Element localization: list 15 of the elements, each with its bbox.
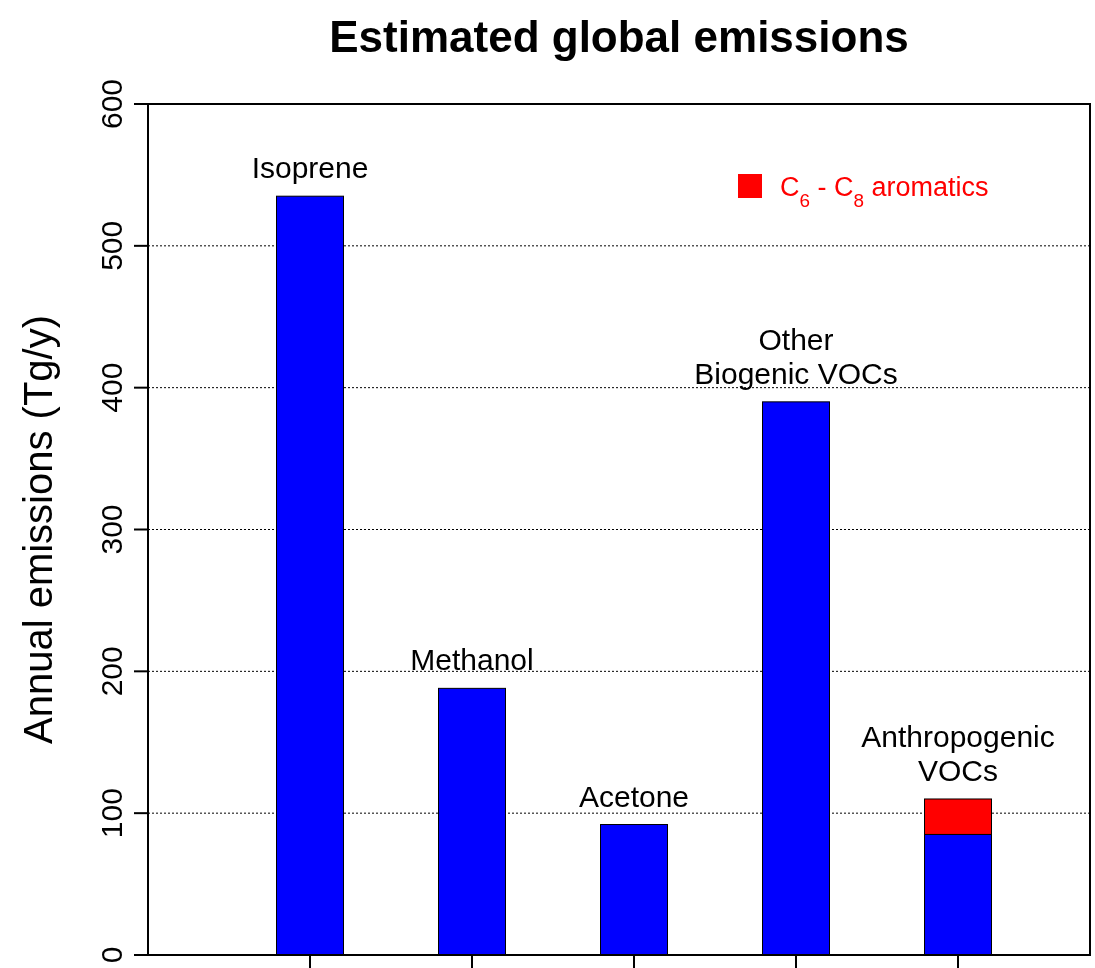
y-axis-title: Annual emissions (Tg/y) <box>16 314 60 745</box>
y-tick-label: 0 <box>95 946 128 964</box>
y-tick-label: 400 <box>95 362 128 413</box>
x-tick-label: Acetone <box>578 779 690 813</box>
x-tick-label: Methanol <box>410 643 534 677</box>
y-tick-label: 200 <box>95 646 128 697</box>
y-tick-label: 300 <box>95 504 128 555</box>
x-tick-label: Isoprene <box>251 151 369 185</box>
y-tick-label: 600 <box>95 78 128 130</box>
y-tick-label: 100 <box>95 788 128 839</box>
x-tick-label: Other Biogenic VOCs <box>694 322 898 390</box>
x-tick-label: Anthropogenic VOCs <box>861 719 1055 787</box>
chart-title: Estimated global emissions <box>329 12 909 61</box>
y-tick-label: 500 <box>95 220 128 271</box>
legend-label: C$_{6}$ - C$_{8}$ aromatics <box>780 172 989 211</box>
